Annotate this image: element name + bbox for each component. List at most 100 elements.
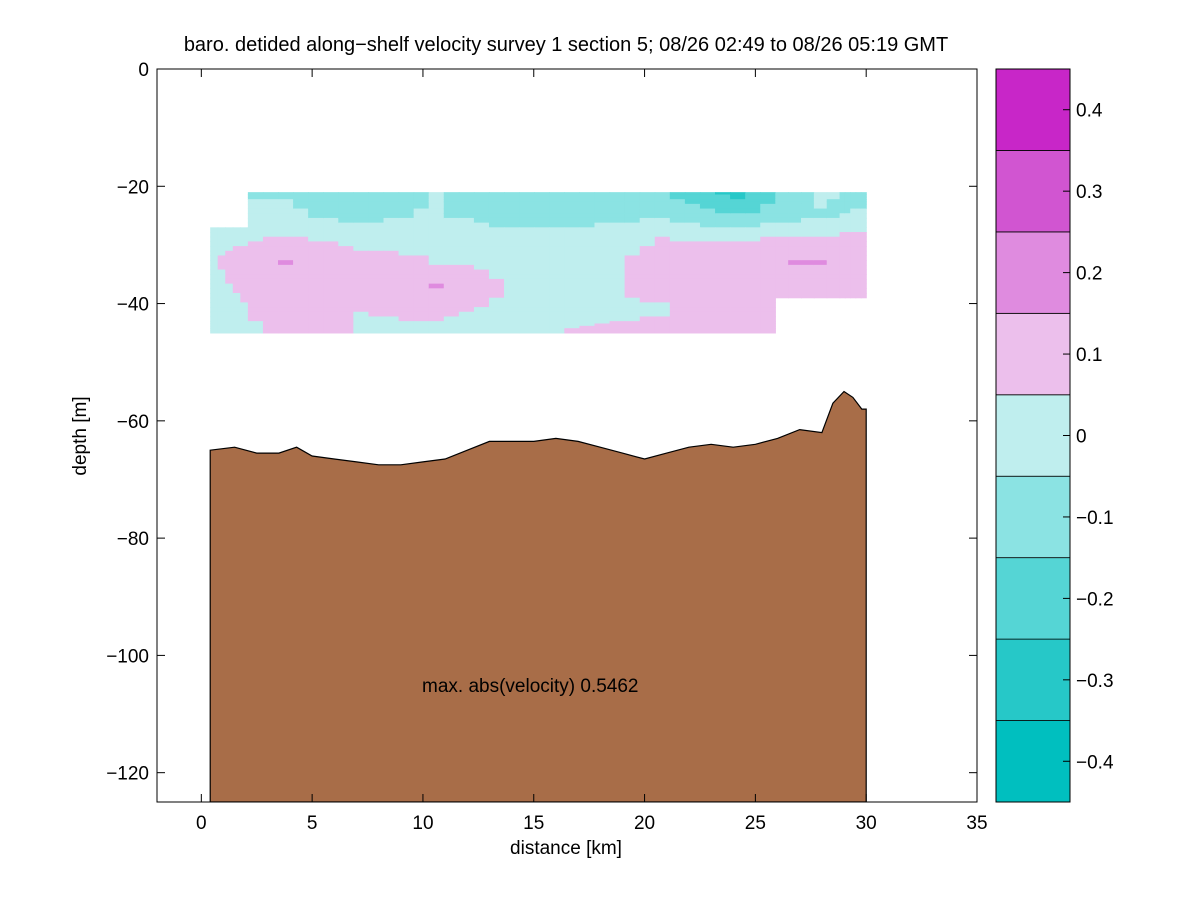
velocity-cell (240, 330, 249, 334)
velocity-cell (745, 222, 761, 228)
velocity-cell (225, 311, 234, 318)
velocity-cell (699, 297, 716, 303)
velocity-cell (564, 321, 581, 325)
velocity-cell (519, 250, 535, 257)
velocity-cell (338, 192, 354, 196)
velocity-cell (519, 302, 535, 308)
velocity-cell (715, 297, 731, 303)
velocity-cell (579, 203, 596, 210)
velocity-cell (594, 232, 611, 238)
velocity-cell (217, 246, 226, 252)
velocity-cell (760, 222, 776, 228)
velocity-cell (398, 297, 415, 303)
velocity-cell (839, 269, 846, 275)
velocity-cell (353, 250, 370, 257)
velocity-cell (308, 321, 324, 325)
velocity-cell (338, 241, 354, 247)
velocity-cell (715, 260, 731, 266)
velocity-cell (839, 241, 846, 247)
velocity-cell (413, 269, 430, 275)
velocity-cell (504, 278, 520, 285)
velocity-cell (669, 250, 686, 257)
velocity-cell (247, 274, 264, 280)
velocity-cell (579, 269, 596, 275)
velocity-cell (813, 288, 828, 294)
velocity-cell (826, 293, 841, 299)
velocity-cell (278, 255, 294, 261)
velocity-cell (232, 330, 241, 334)
velocity-cell (639, 213, 656, 219)
velocity-cell (488, 192, 505, 196)
velocity-cell (240, 325, 249, 329)
velocity-cell (443, 255, 460, 261)
velocity-cell (844, 217, 851, 224)
velocity-cell (813, 241, 828, 247)
velocity-cell (210, 241, 219, 247)
velocity-cell (504, 283, 520, 289)
velocity-cell (669, 199, 686, 203)
velocity-cell (715, 328, 731, 332)
velocity-cell (609, 255, 626, 261)
y-tick-label: −60 (117, 412, 149, 433)
velocity-cell (844, 260, 851, 266)
velocity-cell (262, 321, 279, 325)
velocity-cell (217, 250, 226, 257)
velocity-cell (839, 255, 846, 261)
velocity-cell (293, 236, 309, 243)
velocity-cell (519, 232, 535, 238)
velocity-cell (549, 330, 565, 334)
velocity-cell (699, 302, 716, 308)
velocity-cell (699, 293, 716, 299)
velocity-cell (398, 269, 415, 275)
velocity-cell (699, 264, 716, 271)
velocity-cell (684, 241, 701, 247)
velocity-cell (308, 328, 324, 332)
velocity-cell (398, 325, 415, 329)
velocity-cell (428, 274, 445, 280)
velocity-cell (699, 288, 716, 294)
velocity-cell (247, 241, 264, 247)
velocity-cell (788, 241, 802, 247)
velocity-cell (443, 250, 460, 257)
velocity-cell (549, 203, 565, 210)
velocity-cell (488, 199, 505, 203)
velocity-cell (413, 278, 430, 285)
velocity-cell (855, 199, 862, 203)
velocity-cell (813, 196, 828, 200)
velocity-cell (669, 316, 686, 322)
velocity-cell (458, 208, 475, 214)
velocity-cell (413, 236, 430, 243)
velocity-cell (210, 302, 219, 308)
velocity-cell (262, 323, 279, 327)
velocity-cell (353, 330, 370, 334)
velocity-cell (383, 232, 400, 238)
velocity-cell (654, 203, 671, 210)
velocity-cell (564, 255, 581, 261)
velocity-cell (225, 232, 234, 238)
velocity-cell (398, 194, 415, 198)
velocity-cell (855, 203, 862, 210)
velocity-cell (549, 328, 565, 332)
velocity-cell (860, 194, 867, 198)
velocity-cell (308, 199, 324, 203)
velocity-cell (338, 264, 354, 271)
velocity-cell (458, 201, 475, 205)
velocity-cell (217, 232, 226, 238)
velocity-cell (699, 217, 716, 224)
velocity-cell (210, 269, 219, 275)
velocity-cell (338, 213, 354, 219)
velocity-cell (308, 302, 324, 308)
velocity-cell (383, 208, 400, 214)
velocity-cell (860, 203, 867, 210)
velocity-cell (488, 302, 505, 308)
velocity-cell (338, 316, 354, 322)
velocity-cell (293, 293, 309, 299)
velocity-cell (850, 293, 857, 299)
velocity-cell (383, 288, 400, 294)
velocity-cell (217, 264, 226, 271)
velocity-cell (715, 246, 731, 252)
velocity-cell (353, 199, 370, 203)
velocity-cell (801, 246, 815, 252)
velocity-cell (850, 255, 857, 261)
velocity-cell (232, 283, 241, 289)
